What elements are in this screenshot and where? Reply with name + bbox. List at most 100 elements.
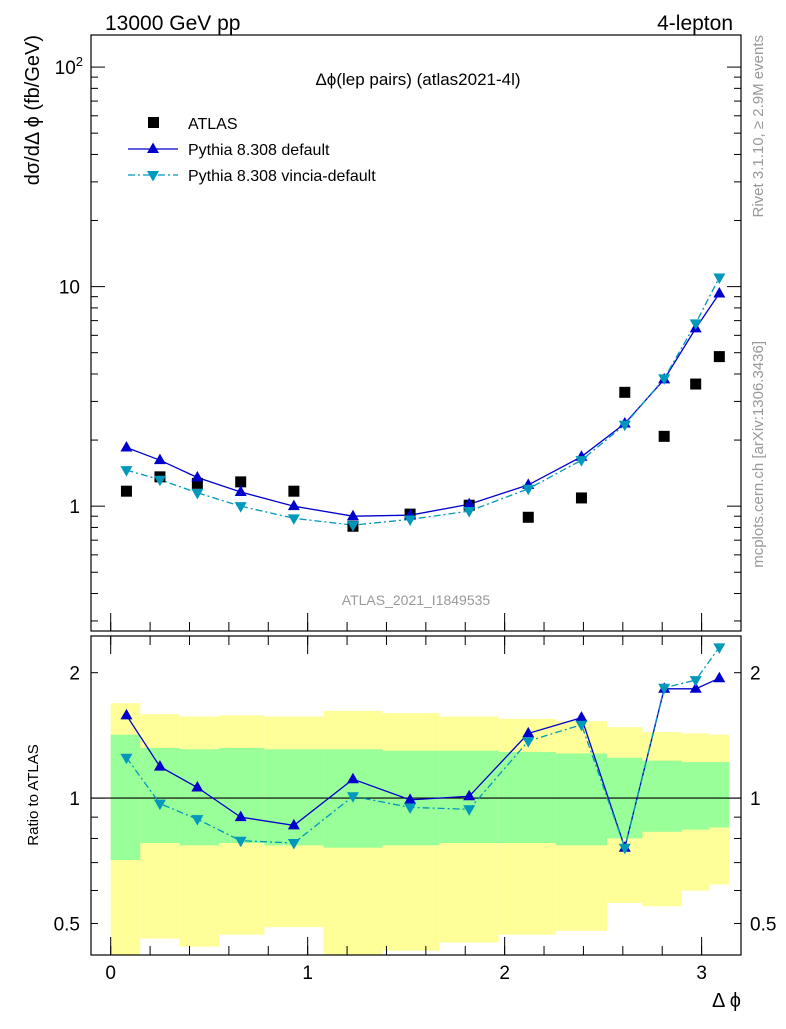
legend-label-atlas: ATLAS	[188, 116, 238, 133]
header-left: 13000 GeV pp	[105, 12, 240, 35]
ratio-default-point	[191, 781, 204, 792]
main-default-point	[713, 287, 726, 298]
ratio-default-point	[404, 793, 417, 804]
main-vincia-point	[575, 456, 588, 467]
main-vincia-point	[120, 466, 133, 477]
main-vincia-point	[713, 273, 726, 285]
watermark: ATLAS_2021_I1849535	[342, 592, 491, 608]
main-vincia-point	[522, 484, 535, 496]
ratio-ylabel: Ratio to ATLAS	[25, 744, 42, 845]
ratio-default-point	[153, 760, 166, 771]
ratio-default-point	[522, 726, 535, 738]
ratio-default-point	[120, 708, 133, 720]
ratio-default-line	[125, 677, 720, 851]
main-atlas-point	[120, 485, 132, 497]
main-vincia-point	[287, 514, 300, 525]
legend: ATLAS Pythia 8.308 default Pythia 8.308 …	[128, 116, 376, 185]
ratio-vincia-point	[120, 753, 133, 765]
ratio-vincia-point	[575, 720, 588, 732]
main-default-line	[126, 293, 720, 517]
ratio-default-point	[234, 810, 247, 822]
ratio-default-point	[287, 818, 300, 830]
side-text-rivet: Rivet 3.1.10, ≥ 2.9M events	[750, 35, 767, 218]
legend-marker-atlas	[148, 117, 159, 128]
main-vincia-point	[463, 507, 476, 518]
main-title: Δϕ(lep pairs) (atlas2021-4l)	[315, 70, 520, 89]
ratio-default-point	[689, 682, 702, 693]
main-ylabel: dσ/dΔ ϕ (fb/GeV)	[22, 35, 44, 185]
main-atlas-point	[658, 430, 670, 442]
ratio-vincia-point	[522, 737, 535, 748]
main-default-point	[463, 497, 476, 509]
ratio-vincia-point	[404, 803, 417, 814]
ratio-ytick-label-left: 1	[69, 789, 80, 810]
ratio-ytick-label-right: 1	[750, 789, 761, 810]
main-vincia-point	[689, 319, 702, 330]
main-vincia-line	[126, 277, 720, 526]
main-default-point	[346, 509, 359, 521]
ratio-xtick-label: 3	[696, 963, 707, 984]
ratio-vincia-line	[125, 647, 720, 850]
legend-marker-vincia	[147, 171, 159, 182]
ratio-xtick-label: 0	[105, 963, 116, 984]
main-atlas-point	[575, 492, 587, 504]
main-default-point	[287, 499, 300, 511]
main-atlas-point	[288, 485, 300, 497]
ratio-ytick-label-left: 0.5	[54, 914, 80, 935]
ratio-xlabel: Δ ϕ	[712, 990, 741, 1012]
main-vincia-point	[658, 374, 671, 385]
ratio-default-point	[463, 789, 476, 801]
ratio-vincia-point	[346, 792, 359, 803]
main-default-point	[153, 453, 166, 465]
main-vincia-point	[404, 515, 417, 526]
ratio-vincia-point	[153, 799, 166, 811]
legend-marker-default	[147, 142, 159, 153]
ratio-band-inner	[681, 762, 710, 830]
ratio-vincia-point	[287, 839, 300, 850]
main-plot-area: 1 10 102 Δϕ(lep pairs) (atlas2021-4l) ATLA…	[22, 34, 742, 632]
main-ytick-label: 1	[69, 497, 80, 518]
ratio-band-inner	[642, 760, 682, 832]
ratio-vincia-point	[658, 683, 671, 695]
ratio-xtick-label: 1	[302, 963, 313, 984]
ratio-ytick-label-left: 2	[69, 664, 80, 685]
ratio-frame	[90, 635, 742, 956]
ratio-plot-area: 0.5 0.5 1 1 2 2 0 1 2 3 Ratio to ATLAS Δ ϕ	[25, 635, 776, 1012]
main-atlas-point	[522, 511, 534, 523]
main-atlas-point	[619, 386, 631, 398]
main-frame	[90, 34, 742, 632]
ratio-band-inner	[264, 749, 324, 846]
ratio-vincia-point	[713, 643, 726, 654]
main-vincia-point	[618, 420, 631, 432]
main-data-layer: 1 10 102	[55, 54, 741, 631]
main-default-point	[120, 441, 133, 452]
ratio-ytick-label-right: 2	[750, 664, 761, 685]
legend-label-default: Pythia 8.308 default	[188, 142, 330, 159]
ratio-vincia-point	[689, 676, 702, 687]
main-vincia-point	[191, 488, 204, 500]
ratio-default-point	[346, 772, 359, 784]
ratio-vincia-point	[191, 815, 204, 826]
main-default-point	[234, 485, 247, 497]
ratio-band-inner	[555, 753, 608, 846]
main-atlas-point	[235, 476, 247, 488]
ratio-vincia-point	[618, 843, 631, 855]
legend-label-vincia: Pythia 8.308 vincia-default	[188, 168, 376, 185]
main-vincia-point	[346, 521, 359, 532]
main-vincia-point	[234, 502, 247, 513]
main-atlas-point	[191, 477, 203, 489]
ratio-default-point	[575, 711, 588, 722]
main-atlas-point	[690, 378, 702, 390]
main-ytick-label: 10	[59, 278, 80, 299]
ratio-data-layer: 0.5 0.5 1 1 2 2 0 1 2 3	[54, 636, 776, 984]
ratio-band-inner	[110, 734, 141, 861]
ratio-band-inner	[179, 749, 220, 846]
ratio-band-inner	[219, 747, 265, 844]
main-atlas-point	[713, 351, 725, 363]
main-vincia-point	[153, 475, 166, 487]
ratio-vincia-point	[234, 836, 247, 848]
ratio-band-inner	[709, 762, 730, 828]
side-text-mcplots: mcplots.cern.ch [arXiv:1306.3436]	[750, 341, 767, 568]
